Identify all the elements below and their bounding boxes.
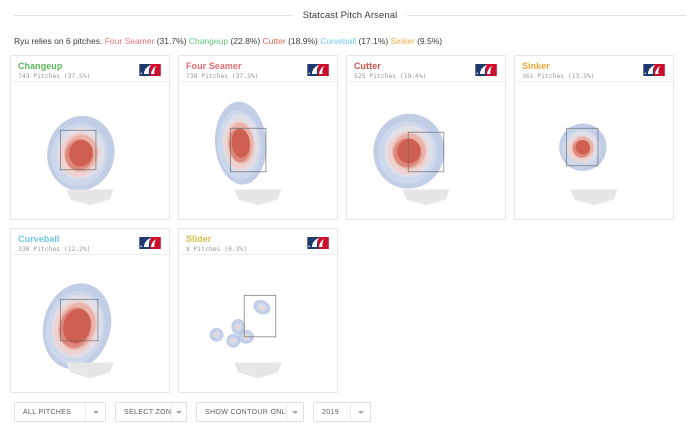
pitch-card-header: Changeup 743 Pitches (27.5%) [11, 56, 169, 82]
strike-zone-rect [59, 298, 99, 342]
home-plate-shape [570, 189, 618, 206]
mlb-logo [306, 62, 330, 82]
chevron-down-icon[interactable] [171, 403, 186, 421]
summary-pct-cutter: (18.9%) [285, 36, 318, 46]
home-plate-shape [402, 189, 450, 206]
page-header: Statcast Pitch Arsenal [0, 0, 700, 26]
pitch-card-subtitle: 743 Pitches (27.5%) [18, 72, 91, 80]
arsenal-summary: Ryu relies on 6 pitches. Four Seamer (31… [0, 26, 700, 55]
home-plate-shape [234, 189, 282, 206]
page-title: Statcast Pitch Arsenal [302, 9, 398, 21]
pitch-location-heatmap [347, 82, 505, 219]
pitch-card-title: Cutter [354, 61, 381, 71]
summary-pct-curveball: (17.1%) [356, 36, 389, 46]
pitch-card-cutter[interactable]: Cutter 525 Pitches (19.4%) [346, 55, 506, 220]
pitch-card-changeup[interactable]: Changeup 743 Pitches (27.5%) [10, 55, 170, 220]
pitch-card-subtitle: 330 Pitches (12.2%) [18, 245, 91, 253]
chevron-down-icon[interactable] [285, 403, 303, 421]
pitch-card-grid: Changeup 743 Pitches (27.5%) Four Seamer 73… [0, 55, 700, 393]
chevron-down-icon[interactable] [85, 403, 105, 421]
pitch-card-title: Changeup [18, 61, 63, 71]
pitch-card-plot [11, 82, 169, 219]
summary-prefix: Ryu relies on 6 pitches. [14, 36, 103, 46]
summary-pitch-curveball: Curveball [317, 36, 357, 46]
strike-zone-rect [243, 294, 277, 338]
pitch-filter-select[interactable]: ALL PITCHES [14, 402, 106, 422]
display-filter-label: SHOW CONTOUR ONLY [205, 408, 286, 416]
pitch-card-heading-text: Cutter 525 Pitches (19.4%) [354, 61, 427, 80]
pitch-card-subtitle: 8 Pitches (0.3%) [186, 245, 248, 253]
strike-zone-rect [565, 127, 599, 167]
mlb-logo-icon [138, 236, 162, 250]
pitch-card-subtitle: 738 Pitches (27.3%) [186, 72, 259, 80]
header-divider-left [14, 14, 293, 16]
pitch-location-heatmap [11, 255, 169, 392]
pitch-card-plot [347, 82, 505, 219]
pitch-card-heading-text: Slider 8 Pitches (0.3%) [186, 235, 247, 253]
pitch-card-plot [179, 255, 337, 392]
summary-pct-changeup: (22.8%) [228, 36, 261, 46]
pitch-card-heading-text: Curveball 330 Pitches (12.2%) [18, 234, 91, 253]
pitch-card-subtitle: 361 Pitches (13.3%) [522, 72, 595, 80]
summary-pct-four-seamer: (31.7%) [154, 36, 187, 46]
pitch-card-heading-text: Changeup 743 Pitches (27.5%) [18, 61, 91, 80]
pitch-location-heatmap [11, 82, 169, 219]
strike-zone-rect [229, 127, 267, 173]
mlb-logo [138, 235, 162, 255]
summary-pitch-four-seamer: Four Seamer [104, 36, 155, 46]
strike-zone-rect [59, 129, 97, 171]
summary-pct-sinker: (9.5%) [414, 36, 443, 46]
mlb-logo-icon [138, 63, 162, 77]
pitch-card-subtitle: 525 Pitches (19.4%) [354, 72, 427, 80]
pitch-card-slider[interactable]: Slider 8 Pitches (0.3%) [178, 228, 338, 393]
display-filter-select[interactable]: SHOW CONTOUR ONLY [196, 402, 304, 422]
pitch-card-title: Slider [186, 234, 212, 244]
mlb-logo [306, 235, 330, 255]
pitch-card-title: Curveball [18, 234, 60, 244]
home-plate-shape [66, 362, 114, 379]
mlb-logo-icon [474, 63, 498, 77]
summary-pitch-changeup: Changeup [186, 36, 229, 46]
mlb-logo [138, 62, 162, 82]
zone-filter-select[interactable]: SELECT ZONE [115, 402, 187, 422]
pitch-card-header: Slider 8 Pitches (0.3%) [179, 229, 337, 255]
pitch-card-header: Curveball 330 Pitches (12.2%) [11, 229, 169, 255]
pitch-card-sinker[interactable]: Sinker 361 Pitches (13.3%) [514, 55, 674, 220]
mlb-logo-icon [306, 236, 330, 250]
pitch-card-plot [515, 82, 673, 219]
home-plate-shape [66, 189, 114, 206]
controls-bar: ALL PITCHES SELECT ZONE SHOW CONTOUR ONL… [0, 392, 700, 434]
pitch-location-heatmap [179, 82, 337, 219]
pitch-filter-label: ALL PITCHES [23, 408, 72, 416]
pitch-card-curveball[interactable]: Curveball 330 Pitches (12.2%) [10, 228, 170, 393]
pitch-card-header: Sinker 361 Pitches (13.3%) [515, 56, 673, 82]
mlb-logo [474, 62, 498, 82]
pitch-location-heatmap [179, 255, 337, 392]
strike-zone-rect [407, 131, 445, 173]
pitch-card-header: Cutter 525 Pitches (19.4%) [347, 56, 505, 82]
pitch-card-title: Four Seamer [186, 61, 242, 71]
chevron-down-icon[interactable] [350, 403, 370, 421]
mlb-logo [642, 62, 666, 82]
pitch-card-heading-text: Sinker 361 Pitches (13.3%) [522, 61, 595, 80]
pitch-location-heatmap [515, 82, 673, 219]
pitch-card-header: Four Seamer 738 Pitches (27.3%) [179, 56, 337, 82]
pitch-card-four-seamer[interactable]: Four Seamer 738 Pitches (27.3%) [178, 55, 338, 220]
summary-pitch-sinker: Sinker [388, 36, 415, 46]
mlb-logo-icon [306, 63, 330, 77]
pitch-card-heading-text: Four Seamer 738 Pitches (27.3%) [186, 61, 259, 80]
zone-filter-label: SELECT ZONE [124, 408, 172, 416]
pitch-card-plot [179, 82, 337, 219]
season-filter-label: 2019 [322, 408, 339, 416]
mlb-logo-icon [642, 63, 666, 77]
pitch-card-plot [11, 255, 169, 392]
season-filter-select[interactable]: 2019 [313, 402, 371, 422]
home-plate-shape [234, 362, 282, 379]
pitch-card-title: Sinker [522, 61, 550, 71]
summary-pitch-cutter: Cutter [260, 36, 286, 46]
header-divider-right [407, 14, 687, 16]
